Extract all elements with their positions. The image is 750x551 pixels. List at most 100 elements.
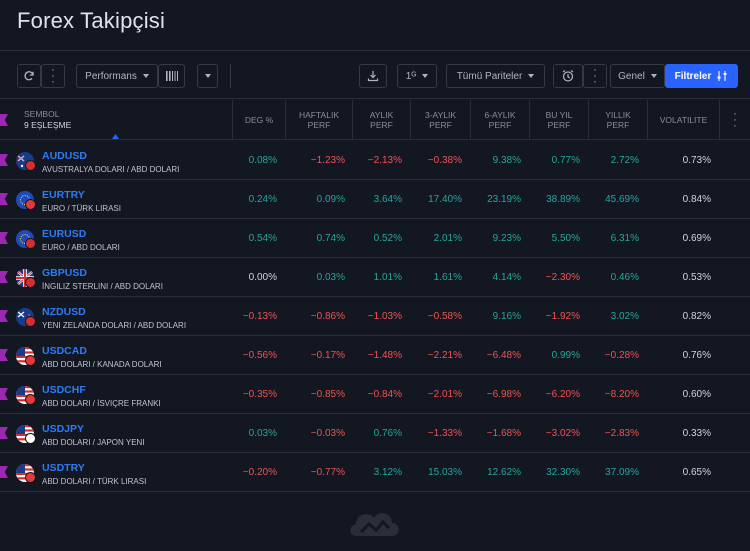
col-ytd-label: BU YIL [545,110,573,120]
cell-vol: 0.65% [682,467,711,478]
cell-m: 3.12% [373,467,402,478]
table-row[interactable]: USDCAD ABD DOLARI / KANADA DOLARI −0.56% −0… [0,336,750,375]
cell-ytd: 0.77% [551,155,580,166]
cell-vol: 0.33% [682,428,711,439]
eu-us-flag-icon [16,230,36,249]
col-6m-perf[interactable]: 6-AYLIK PERF [470,100,529,140]
cell-y: −2.83% [604,428,639,439]
export-button[interactable] [359,64,387,88]
cell-vol: 0.53% [682,272,711,283]
cell-w: −0.86% [310,311,345,322]
col-6m-sub: PERF [488,120,512,130]
table-row[interactable]: EURUSD EURO / ABD DOLARI 0.54% 0.74% 0.52% 2.… [0,219,750,258]
col-yearly-label: YILLIK [605,110,631,120]
col-yearly-perf[interactable]: YILLIK PERF [588,100,647,140]
cell-m6: 9.23% [492,233,521,244]
interval-dropdown[interactable]: 1ᴳ [397,64,437,88]
table-row[interactable]: USDCHF ABD DOLARI / İSVIÇRE FRANKI −0.35% −… [0,375,750,414]
preset-menu-button[interactable] [197,64,218,88]
table-row[interactable]: USDTRY ABD DOLARI / TÜRK LIRASI −0.20% −0.7… [0,453,750,492]
cell-ytd: 38.89% [546,194,580,205]
cell-y: 45.69% [605,194,639,205]
symbol-description: ABD DOLARI / KANADA DOLARI [42,360,162,369]
symbol-description: ABD DOLARI / JAPON YENI [42,438,145,447]
chevron-down-icon [528,74,535,78]
cell-vol: 0.69% [682,233,711,244]
filters-button[interactable]: Filtreler [665,64,738,88]
flag-icon[interactable] [0,271,8,283]
flag-icon[interactable] [0,388,8,400]
cell-ytd: −6.20% [545,389,580,400]
nz-us-flag-icon [16,308,36,327]
cell-y: 0.46% [610,272,639,283]
alert-options-button[interactable]: · · · [583,64,607,88]
view-label: Genel [618,70,645,82]
symbol-link[interactable]: EURTRY [42,189,85,201]
table-row[interactable]: GBPUSD İNGILIZ STERLINI / ABD DOLARI 0.00%… [0,258,750,297]
flag-icon[interactable] [0,232,8,244]
refresh-button[interactable] [17,64,41,88]
cell-vol: 0.82% [682,311,711,322]
cell-y: 6.31% [610,233,639,244]
table-row[interactable]: NZDUSD YENI ZELANDA DOLARI / ABD DOLARI −0… [0,297,750,336]
match-count: 9 EŞLEŞME [24,120,72,130]
cell-chg: 0.24% [248,194,277,205]
more-options-button[interactable]: · · · [41,64,65,88]
symbol-link[interactable]: USDCAD [42,345,87,357]
chevron-down-icon [142,74,149,78]
symbol-link[interactable]: USDCHF [42,384,86,396]
cell-vol: 0.73% [682,155,711,166]
alert-button[interactable] [553,64,583,88]
cell-y: 2.72% [610,155,639,166]
symbol-link[interactable]: GBPUSD [42,267,87,279]
cell-m6: −1.68% [486,428,521,439]
flag-icon[interactable] [0,154,8,166]
col-monthly-label: AYLIK [369,110,394,120]
symbol-link[interactable]: NZDUSD [42,306,86,318]
cell-m3: 17.40% [428,194,462,205]
symbol-link[interactable]: AUDUSD [42,150,87,162]
cell-w: −0.77% [310,467,345,478]
toolbar-divider [230,64,231,88]
cell-chg: −0.35% [242,389,277,400]
columns-settings-button[interactable] [158,64,185,88]
more-vertical-icon: · · · [733,108,737,132]
us-ca-flag-icon [16,347,36,366]
cell-chg: −0.56% [242,350,277,361]
table-row[interactable]: EURTRY EURO / TÜRK LIRASI 0.24% 0.09% 3.64% 1… [0,180,750,219]
cell-m6: 9.38% [492,155,521,166]
symbol-link[interactable]: EURUSD [42,228,87,240]
col-ytd-perf[interactable]: BU YIL PERF [529,100,588,140]
view-dropdown[interactable]: Genel [610,64,665,88]
au-us-flag-icon [16,152,36,171]
col-volatility[interactable]: VOLATILITE [647,100,719,140]
pairs-filter-dropdown[interactable]: Tümü Pariteler [446,64,545,88]
flag-icon[interactable] [0,349,8,361]
col-6m-label: 6-AYLIK [484,110,516,120]
col-monthly-perf[interactable]: AYLIK PERF [352,100,410,140]
alarm-clock-icon [562,70,574,82]
table-row[interactable]: USDJPY ABD DOLARI / JAPON YENI 0.03% −0.03%… [0,414,750,453]
cell-w: −0.03% [310,428,345,439]
cell-m6: −6.98% [486,389,521,400]
col-3m-perf[interactable]: 3-AYLIK PERF [410,100,470,140]
table-row[interactable]: AUDUSD AVUSTRALYA DOLARI / ABD DOLARI 0.08… [0,141,750,180]
symbol-link[interactable]: USDTRY [42,462,85,474]
symbol-link[interactable]: USDJPY [42,423,85,435]
column-options-button[interactable]: · · · [719,100,750,140]
symbol-column-header[interactable]: SEMBOL 9 EŞLEŞME [0,100,232,140]
symbol-description: İNGILIZ STERLINI / ABD DOLARI [42,282,163,291]
flag-icon[interactable] [0,310,8,322]
flag-icon[interactable] [0,466,8,478]
gb-us-flag-icon [16,269,36,288]
column-preset-dropdown[interactable]: Performans [76,64,158,88]
flag-icon[interactable] [0,427,8,439]
flag-icon[interactable] [0,193,8,205]
us-jp-flag-icon [16,425,36,444]
col-weekly-sub: PERF [307,120,331,130]
col-change[interactable]: DEG % [232,100,285,140]
flag-icon [0,114,8,126]
cell-w: −0.85% [310,389,345,400]
col-weekly-perf[interactable]: HAFTALIK PERF [285,100,352,140]
cell-m3: −2.21% [427,350,462,361]
